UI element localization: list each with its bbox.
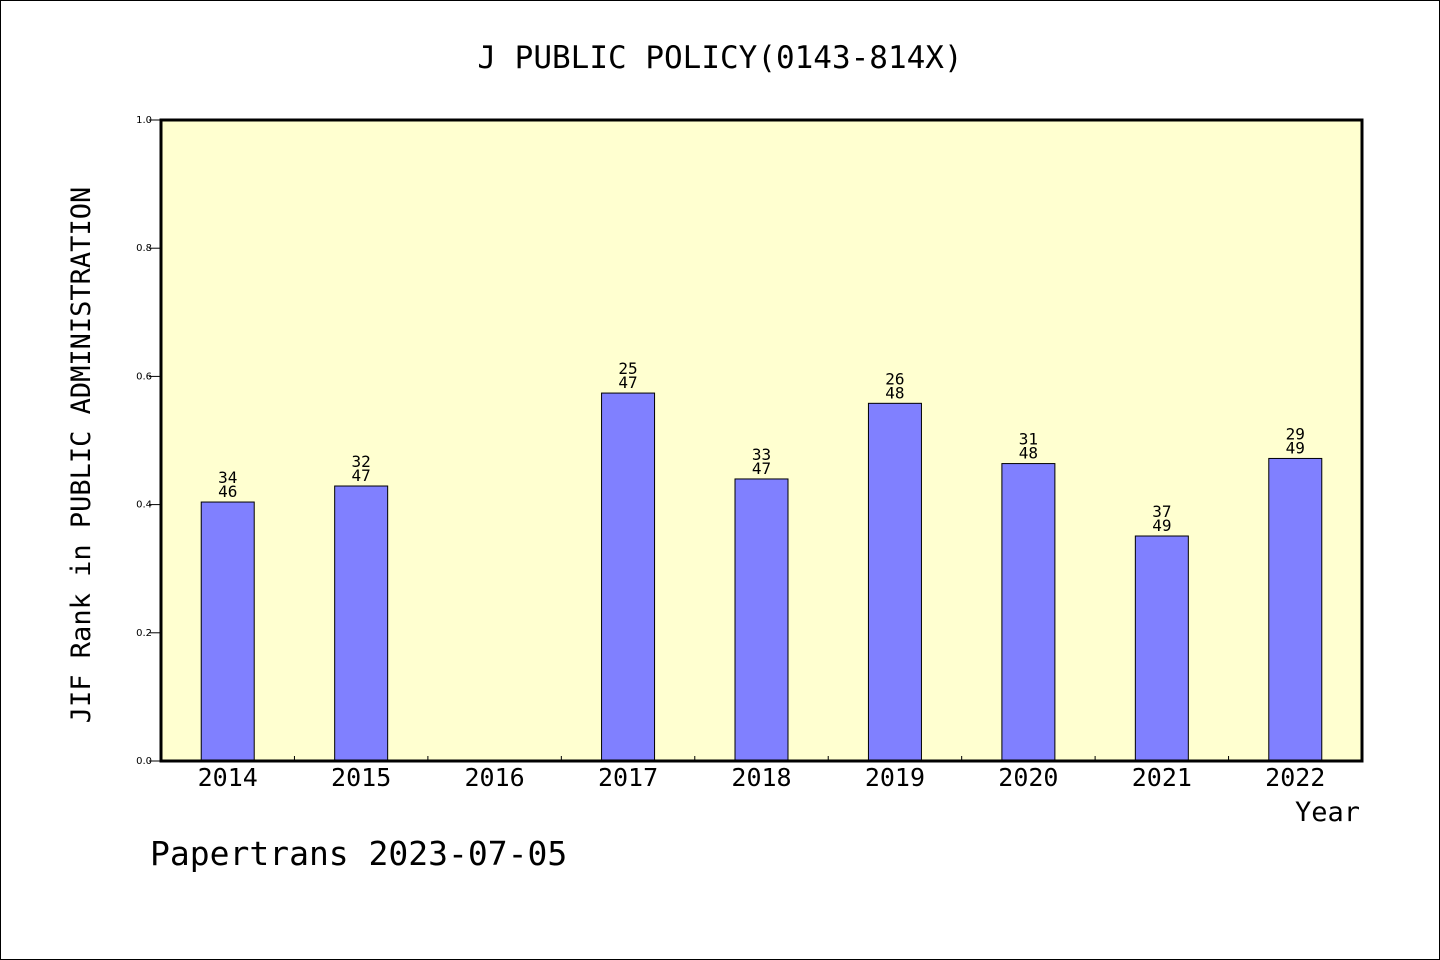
x-tick-label-2022: 2022 bbox=[1265, 763, 1325, 792]
chart-title: J PUBLIC POLICY(0143-814X) bbox=[477, 40, 962, 76]
y-tick-label-0.0: 0.0 bbox=[136, 756, 152, 767]
bar-label-rank-2014: 34 bbox=[218, 468, 237, 487]
y-tick-label-0.4: 0.4 bbox=[136, 500, 152, 511]
x-tick-label-2017: 2017 bbox=[598, 763, 658, 792]
bar-2017 bbox=[601, 392, 656, 762]
bar-label-total-2019: 48 bbox=[885, 383, 904, 402]
y-tick-label-0.2: 0.2 bbox=[136, 628, 152, 639]
bars-layer bbox=[200, 392, 1323, 762]
bar-label-total-2014: 46 bbox=[218, 482, 237, 501]
x-tick-label-2014: 2014 bbox=[198, 763, 258, 792]
bar-label-rank-2022: 29 bbox=[1286, 424, 1305, 443]
bar-label-total-2015: 47 bbox=[352, 466, 371, 485]
bar-2022 bbox=[1268, 457, 1323, 762]
bar-2019 bbox=[867, 402, 922, 762]
bar-label-total-2018: 47 bbox=[752, 459, 771, 478]
bar-2014 bbox=[200, 501, 255, 762]
bar-label-total-2021: 49 bbox=[1152, 516, 1171, 535]
x-tick-label-2016: 2016 bbox=[465, 763, 525, 792]
bar-label-total-2022: 49 bbox=[1286, 438, 1305, 457]
bar-label-rank-2017: 25 bbox=[618, 359, 637, 378]
bar-label-rank-2018: 33 bbox=[752, 445, 771, 464]
bar-2020 bbox=[1001, 463, 1056, 762]
footer-credit: Papertrans 2023-07-05 bbox=[150, 834, 567, 873]
y-tick-label-0.6: 0.6 bbox=[136, 371, 152, 382]
x-tick-label-2019: 2019 bbox=[865, 763, 925, 792]
bar-2015 bbox=[334, 485, 389, 762]
x-tick-label-2020: 2020 bbox=[998, 763, 1058, 792]
y-tick-label-1.0: 1.0 bbox=[136, 115, 152, 126]
x-tick-label-2015: 2015 bbox=[331, 763, 391, 792]
bar-label-total-2017: 47 bbox=[618, 373, 637, 392]
bar-label-rank-2021: 37 bbox=[1152, 502, 1171, 521]
bar-label-rank-2020: 31 bbox=[1019, 430, 1038, 449]
bar-2018 bbox=[734, 478, 789, 762]
bar-2021 bbox=[1134, 535, 1189, 762]
bar-label-rank-2015: 32 bbox=[352, 452, 371, 471]
y-axis: 0.0 0.2 0.4 0.6 0.8 1.0 bbox=[136, 115, 161, 767]
x-axis-label: Year bbox=[1295, 797, 1360, 828]
x-tick-label-2018: 2018 bbox=[731, 763, 791, 792]
x-axis: 2014 2015 2016 2017 2018 2019 2020 2021 2022 bbox=[198, 756, 1325, 792]
y-axis-label: JIF Rank in PUBLIC ADMINISTRATION bbox=[66, 187, 97, 723]
plot-border bbox=[159, 118, 1364, 763]
y-tick-label-0.8: 0.8 bbox=[136, 243, 152, 254]
bar-label-rank-2019: 26 bbox=[885, 369, 904, 388]
x-tick-label-2021: 2021 bbox=[1132, 763, 1192, 792]
bar-label-total-2020: 48 bbox=[1019, 444, 1038, 463]
